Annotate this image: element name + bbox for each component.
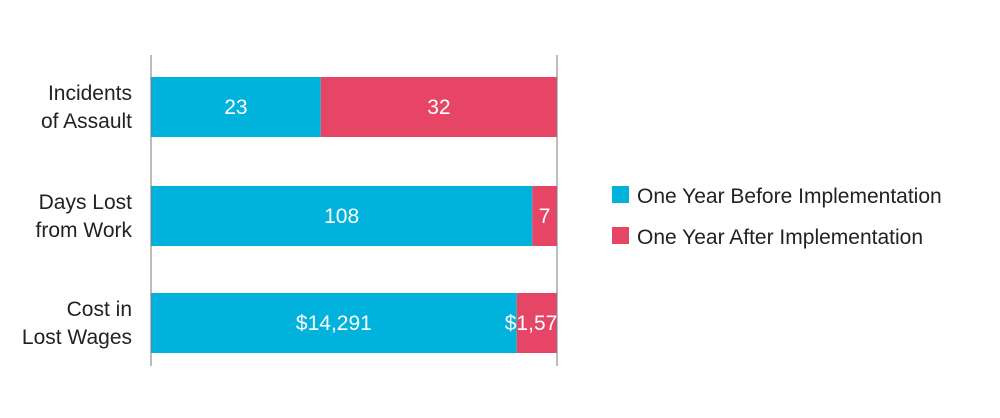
axes-group — [150, 55, 558, 366]
bars-group: 23 32 108 7 $14,291 $1,573 — [151, 77, 569, 353]
legend-swatch-series-2 — [612, 227, 629, 244]
bar-cost-in-lost-wages-series-1 — [151, 293, 517, 353]
legend-swatch-series-1 — [612, 186, 629, 203]
category-label-days-lost-from-work: Days Lost from Work — [36, 191, 133, 242]
data-label: 108 — [324, 205, 359, 228]
data-label: $14,291 — [296, 312, 372, 335]
category-label-incidents-of-assault: Incidents of Assault — [41, 82, 132, 133]
bar-incidents-of-assault-series-1 — [151, 77, 321, 137]
legend-label-series-1: One Year Before Implementation — [637, 185, 942, 208]
category-labels: Incidents of Assault Days Lost from Work Cos… — [22, 82, 133, 349]
bar-incidents-of-assault-series-2 — [320, 77, 557, 137]
bar-days-lost-from-work-series-1 — [151, 186, 533, 246]
data-label: 32 — [427, 96, 450, 119]
bar-cost-in-lost-wages-series-2 — [516, 293, 557, 353]
data-label: 23 — [224, 96, 247, 119]
data-label: 7 — [539, 205, 551, 228]
legend-label-series-2: One Year After Implementation — [637, 226, 923, 249]
legend: One Year Before Implementation One Year A… — [612, 185, 942, 249]
bar-days-lost-from-work-series-2 — [532, 186, 557, 246]
category-label-cost-in-lost-wages: Cost in Lost Wages — [22, 298, 132, 349]
data-label: $1,573 — [505, 312, 569, 335]
